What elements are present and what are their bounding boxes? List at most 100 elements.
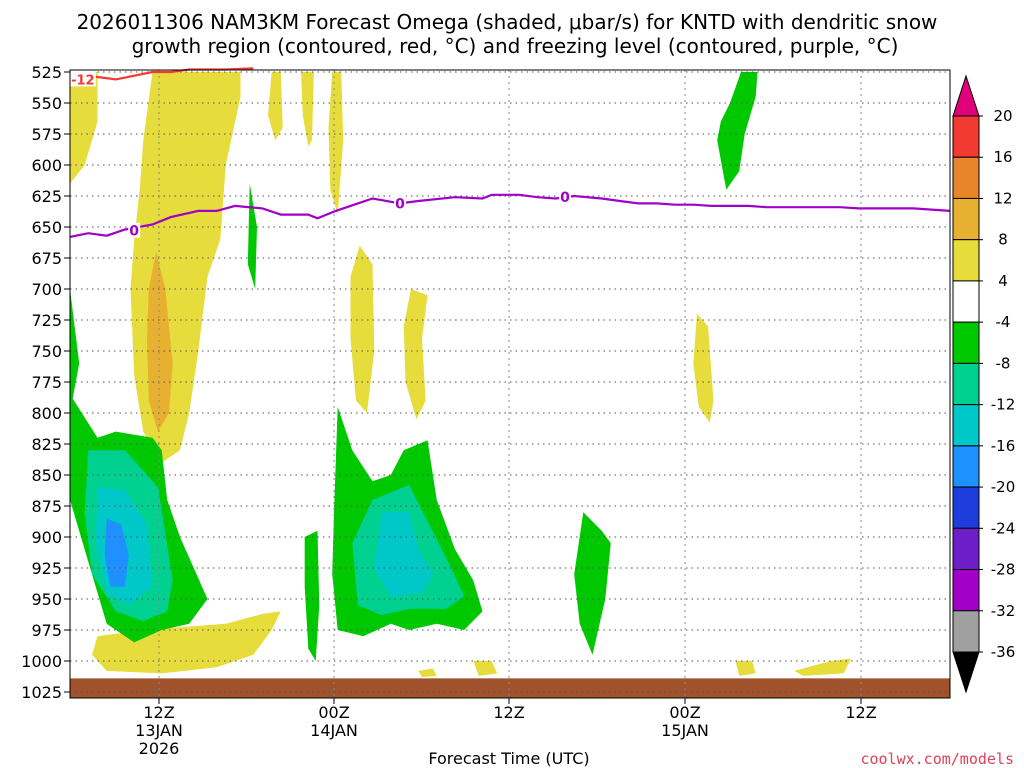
omega-region-7 [350,245,375,413]
omega-region-12 [473,661,498,676]
colorbar-label: -28 [991,561,1016,579]
colorbar-label: -4 [996,313,1011,331]
omega-region-13 [735,661,756,676]
freezing-level-line [69,193,951,238]
y-tick-label: 925 [31,559,62,578]
freezing-level-label: 0 [129,224,139,240]
y-tick-label: 850 [31,466,62,485]
x-tick-label: 12Z [143,703,174,722]
x-tick-label: 15JAN [661,721,709,740]
y-tick-label: 525 [31,63,62,82]
y-tick-label: 775 [31,373,62,392]
omega-region-10 [92,611,281,674]
y-tick-label: 750 [31,342,62,361]
freezing-level-label: 0 [395,196,405,212]
colorbar-label: -8 [996,354,1011,372]
colorbar-label: 12 [993,189,1012,207]
x-tick-label: 13JAN [135,721,183,740]
x-tick-label: 14JAN [310,721,358,740]
contour-label-bg [559,189,571,205]
colorbar-swatch [952,445,980,488]
omega-region-25 [374,512,433,597]
omega-region-14 [794,658,851,676]
y-tick-label: 675 [31,249,62,268]
omega-region-26 [104,518,129,587]
colorbar-label: -24 [991,519,1016,537]
y-tick-label: 575 [31,125,62,144]
omega-region-0 [70,72,98,184]
freezing-level-label: 0 [560,190,570,206]
omega-region-6 [328,72,344,215]
plot-area: 0 0 0 -12 [69,67,951,699]
y-axis: 525 550 575 600 625 650 675 700 725 750 775 800 825 8… [21,63,70,702]
colorbar-label: 4 [998,272,1008,290]
y-tick-label: 975 [31,621,62,640]
omega-region-11 [418,668,437,678]
y-tick-label: 875 [31,497,62,516]
colorbar-swatch [952,115,980,158]
omega-region-2 [147,251,173,432]
x-tick-label: 12Z [845,703,876,722]
colorbar-swatch [952,280,980,323]
dgz-contour-label: -12 [71,73,95,88]
y-tick-label: 650 [31,218,62,237]
contour-label-bg [394,195,406,211]
y-tick-label: 950 [31,590,62,609]
contour-label-bg [128,222,141,238]
chart-title-line2: growth region (contoured, red, °C) and f… [132,34,899,58]
colorbar-label: 8 [998,231,1008,249]
y-tick-label: 700 [31,280,62,299]
colorbar-swatch [952,569,980,612]
y-tick-label: 825 [31,435,62,454]
omega-region-5 [301,72,314,147]
colorbar-label: -12 [991,396,1016,414]
colorbar-bottom-arrow [952,651,980,694]
credit-text: coolwx.com/models [860,750,1014,768]
colorbar-label: -16 [991,437,1016,455]
colorbar-swatch [952,197,980,241]
omega-region-17 [304,530,320,661]
omega-region-9 [693,313,714,423]
y-tick-label: 725 [31,311,62,330]
colorbar-label: -32 [991,602,1016,620]
y-tick-label: 900 [31,528,62,547]
y-tick-label: 1025 [21,683,62,702]
x-tick-label: 00Z [669,703,700,722]
omega-region-20 [717,72,758,190]
colorbar-swatch [952,239,980,282]
y-tick-label: 625 [31,187,62,206]
y-tick-label: 800 [31,404,62,423]
contour-label-bg [69,71,96,87]
colorbar-swatch [952,404,980,447]
x-tick-label: 12Z [493,703,524,722]
colorbar-swatch [952,610,980,653]
colorbar-swatch [952,362,980,406]
colorbar-label: -36 [991,643,1016,661]
colorbar-swatch [952,527,980,571]
ground-band [70,678,950,698]
omega-region-8 [403,289,428,420]
omega-region-4 [268,72,283,141]
plot-frame [69,69,951,699]
colorbar-swatch [952,156,980,199]
colorbar-label: -20 [991,478,1016,496]
colorbar-label: 20 [993,107,1012,125]
y-tick-label: 600 [31,156,62,175]
y-tick-label: 550 [31,94,62,113]
colorbar-label: 16 [993,148,1012,166]
colorbar-top-arrow [952,74,980,117]
chart-title-line1: 2026011306 NAM3KM Forecast Omega (shaded… [77,10,938,34]
colorbar-swatch [952,321,980,364]
x-axis-title: Forecast Time (UTC) [428,749,589,768]
x-tick-label: 2026 [139,739,180,758]
colorbar-swatch [952,486,980,529]
grid-layer [70,70,950,698]
omega-region-21 [247,183,257,289]
omega-shading-layer [70,72,950,698]
omega-region-16 [70,289,80,413]
omega-region-19 [574,512,611,655]
colorbar: 20 16 12 8 4 -4 -8 -12 -16 -20 -24 -28 -32 -36 [952,74,1016,694]
x-tick-label: 00Z [318,703,349,722]
